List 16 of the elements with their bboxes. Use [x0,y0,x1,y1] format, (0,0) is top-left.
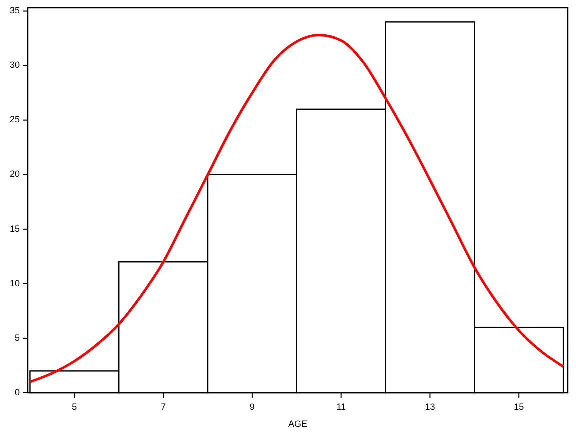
x-tick-label: 9 [250,402,255,412]
y-tick-label: 20 [10,169,20,180]
line-series [28,34,565,384]
x-tick-label: 13 [425,402,436,412]
y-tick-label: 5 [14,332,20,343]
y-tick-label: 0 [14,387,20,398]
x-tick-label: 11 [336,402,346,412]
y-tick-label: 25 [10,114,20,125]
x-tick-label: 5 [72,402,78,412]
x-tick-label: 15 [514,402,524,412]
y-tick-label: 35 [10,6,20,16]
y-tick-label: 30 [10,60,20,70]
x-tick-label: 7 [161,402,166,412]
x-axis-title: AGE [288,419,308,429]
y-tick-label: 10 [10,278,20,288]
y-tick-label: 15 [10,224,20,234]
